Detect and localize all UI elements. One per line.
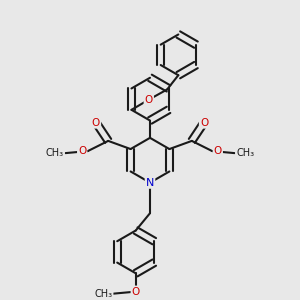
Text: O: O [200,118,208,128]
Text: CH₃: CH₃ [94,289,112,299]
Text: CH₃: CH₃ [236,148,254,158]
Text: O: O [145,95,153,105]
Text: O: O [92,118,100,128]
Text: CH₃: CH₃ [46,148,64,158]
Text: O: O [132,286,140,297]
Text: O: O [214,146,222,156]
Text: O: O [78,146,86,156]
Text: N: N [146,178,154,188]
